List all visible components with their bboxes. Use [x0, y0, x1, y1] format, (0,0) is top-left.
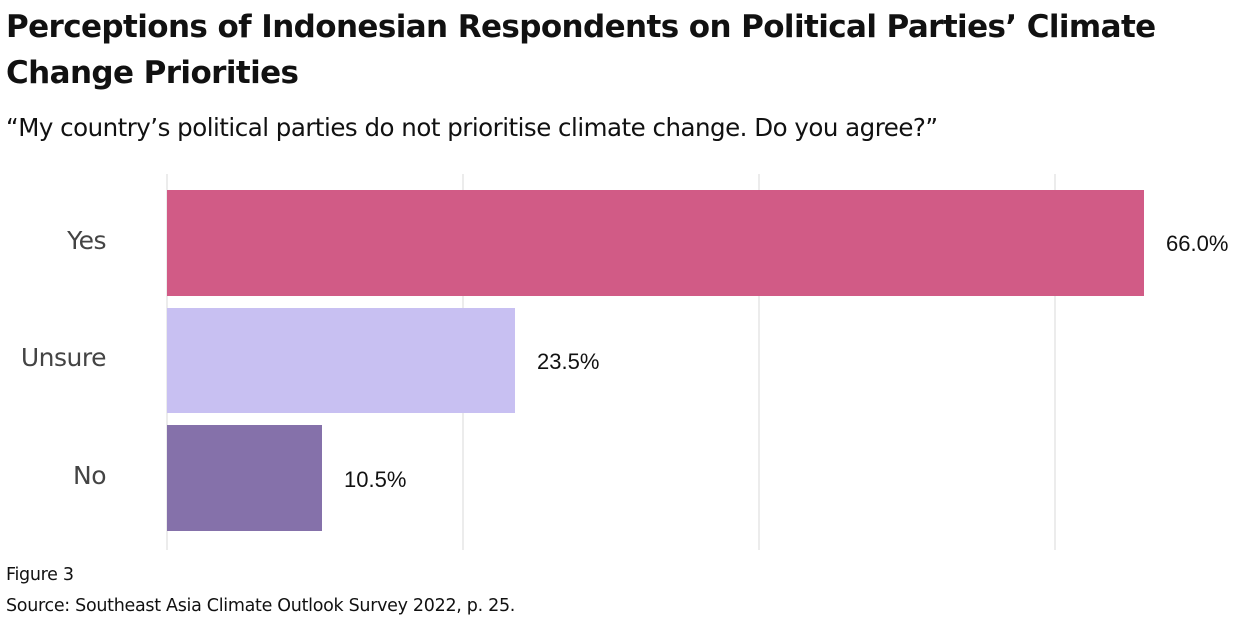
- bar-yes: [167, 190, 1144, 296]
- chart-title: Perceptions of Indonesian Respondents on…: [6, 9, 1156, 91]
- value-label-yes: 66.0%: [1166, 231, 1229, 256]
- category-label-no: No: [73, 461, 107, 490]
- source-note: Source: Southeast Asia Climate Outlook S…: [6, 596, 516, 616]
- value-label-no: 10.5%: [344, 467, 407, 492]
- bar-unsure: [167, 308, 515, 413]
- bar-no: [167, 425, 322, 531]
- plot-area: Yes 66.0% Unsure 23.5% No 10.5%: [0, 170, 1248, 550]
- category-label-unsure: Unsure: [20, 343, 107, 372]
- category-label-yes: Yes: [67, 226, 106, 255]
- value-label-unsure: 23.5%: [537, 349, 600, 374]
- gridline-60: [1054, 174, 1056, 550]
- figure-caption: Figure 3: [6, 565, 74, 585]
- gridline-40: [758, 174, 760, 550]
- chart-subtitle: “My country’s political parties do not p…: [6, 113, 938, 142]
